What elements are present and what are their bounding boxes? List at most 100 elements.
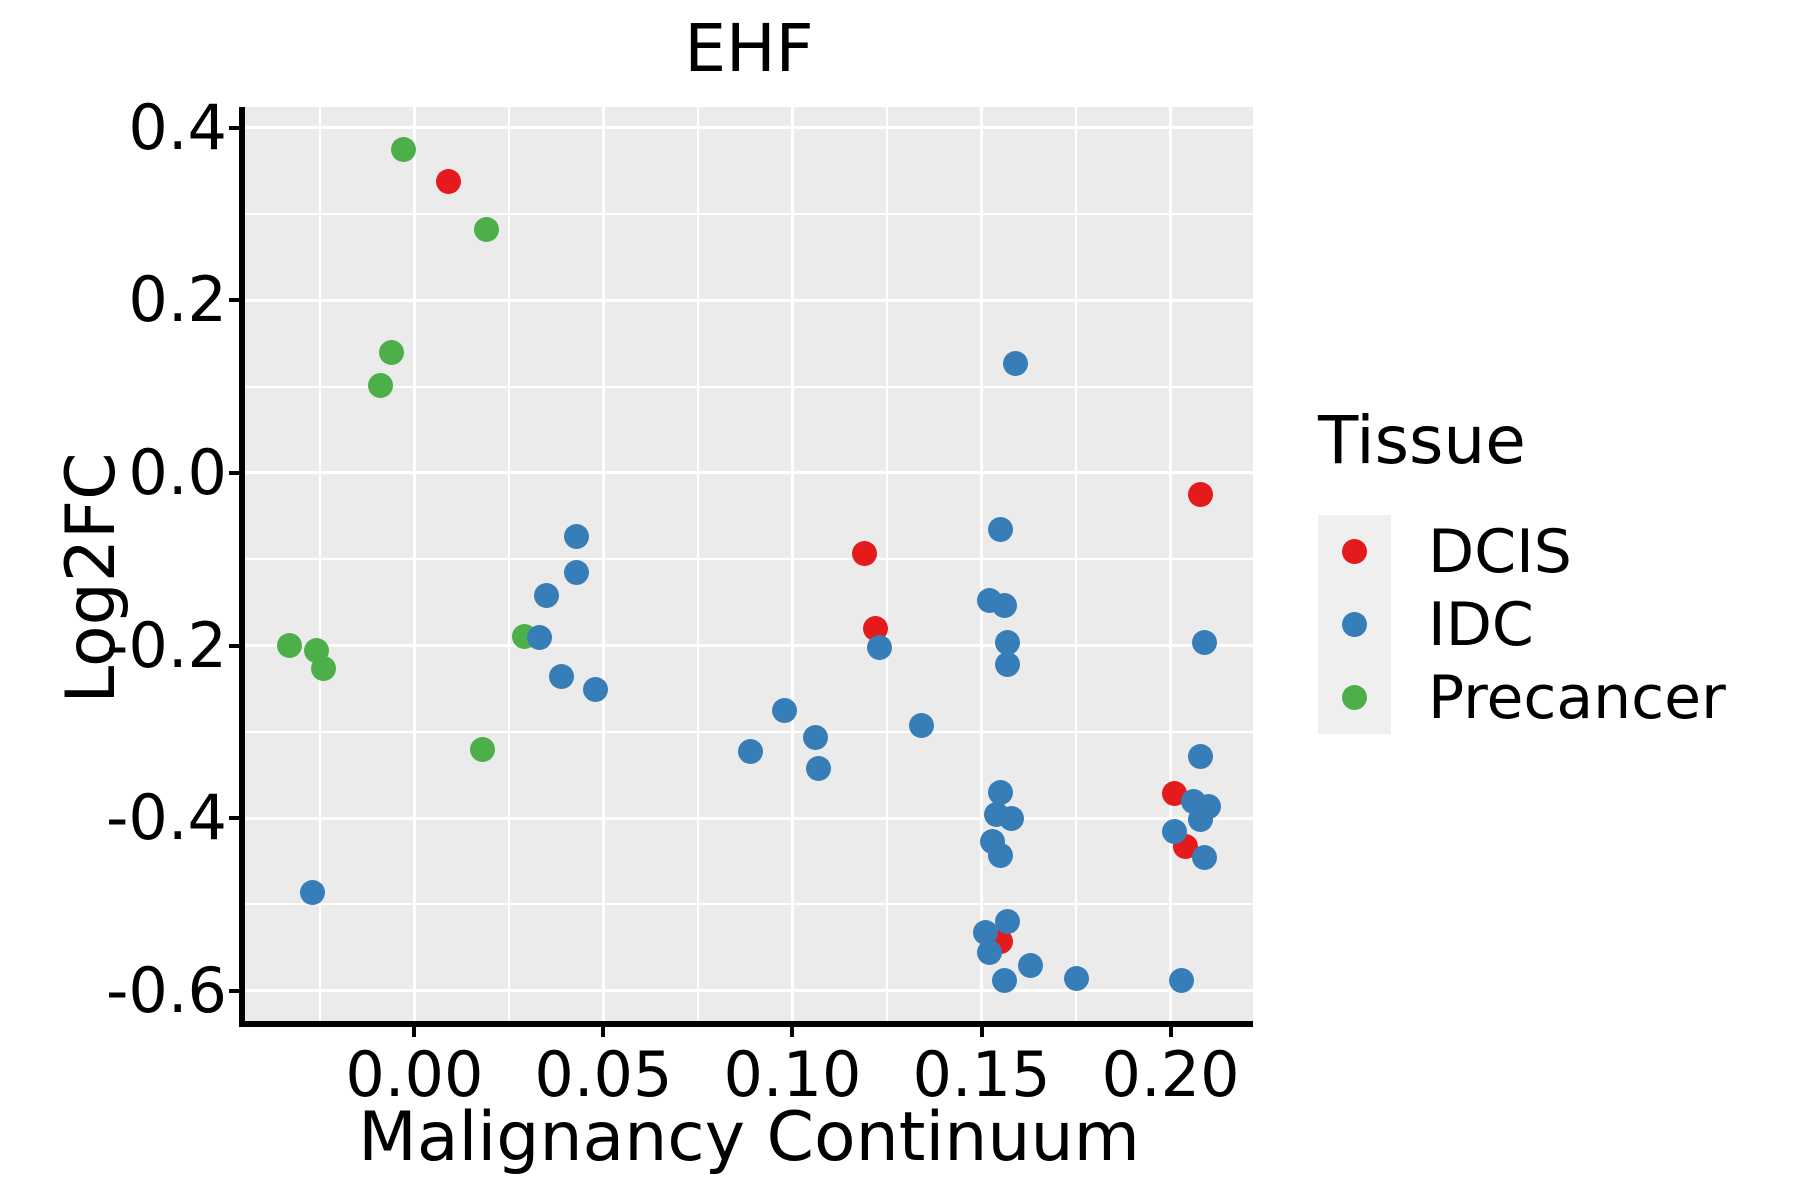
- idc-point-icon: [1342, 612, 1367, 637]
- data-point-idc: [1192, 630, 1218, 656]
- data-point-dcis: [1188, 482, 1214, 508]
- y-axis-line: [239, 107, 245, 1027]
- data-point-precancer: [379, 340, 405, 366]
- y-tick-label: 0.4: [128, 90, 227, 164]
- data-point-idc: [1018, 953, 1044, 979]
- y-major-gridline: [245, 298, 1253, 302]
- data-point-idc: [866, 634, 892, 660]
- data-point-idc: [1169, 967, 1195, 993]
- x-major-gridline: [790, 107, 794, 1021]
- y-tick-mark: [229, 643, 239, 648]
- x-minor-gridline: [1075, 107, 1078, 1021]
- panel: [245, 107, 1253, 1021]
- data-point-idc: [987, 516, 1013, 542]
- data-point-dcis: [851, 540, 877, 566]
- y-minor-gridline: [245, 213, 1253, 216]
- x-minor-gridline: [507, 107, 510, 1021]
- x-axis-line: [239, 1021, 1253, 1027]
- data-point-idc: [999, 805, 1025, 831]
- y-major-gridline: [245, 471, 1253, 475]
- y-tick-mark: [229, 298, 239, 303]
- legend: Tissue DCIS IDC Precancer: [1318, 402, 1726, 734]
- data-point-idc: [987, 842, 1013, 868]
- y-major-gridline: [245, 644, 1253, 648]
- y-tick-label: -0.6: [106, 953, 227, 1027]
- x-major-gridline: [1169, 107, 1173, 1021]
- data-point-precancer: [390, 136, 416, 162]
- x-tick-label: 0.20: [1101, 1038, 1240, 1111]
- data-point-dcis: [435, 168, 461, 194]
- data-point-idc: [1003, 350, 1029, 376]
- data-point-idc: [995, 909, 1021, 935]
- legend-entry-idc: IDC: [1318, 588, 1726, 661]
- data-point-idc: [976, 940, 1002, 966]
- data-point-idc: [1188, 744, 1214, 770]
- y-major-gridline: [245, 126, 1253, 130]
- data-point-precancer: [469, 736, 495, 762]
- data-point-precancer: [367, 373, 393, 399]
- legend-entry-precancer: Precancer: [1318, 661, 1726, 734]
- data-point-idc: [908, 713, 934, 739]
- data-point-idc: [549, 664, 575, 690]
- x-tick-label: 0.00: [345, 1038, 484, 1111]
- legend-entry-dcis: DCIS: [1318, 515, 1726, 588]
- x-tick-label: 0.15: [912, 1038, 1051, 1111]
- y-tick-label: -0.4: [106, 781, 227, 855]
- data-point-precancer: [277, 633, 303, 659]
- data-point-idc: [738, 739, 764, 765]
- x-tick-mark: [790, 1027, 795, 1037]
- data-point-idc: [1161, 819, 1187, 845]
- x-minor-gridline: [886, 107, 888, 1021]
- data-point-idc: [987, 779, 1013, 805]
- data-point-idc: [299, 879, 325, 905]
- y-tick-label: 0.2: [128, 263, 227, 337]
- x-tick-label: 0.10: [723, 1038, 862, 1111]
- data-point-idc: [991, 593, 1017, 619]
- dcis-point-icon: [1342, 539, 1367, 564]
- data-point-precancer: [311, 655, 337, 681]
- legend-label-idc: IDC: [1428, 589, 1534, 660]
- x-major-gridline: [412, 107, 416, 1021]
- y-tick-mark: [229, 470, 239, 475]
- y-tick-label: -0.2: [106, 608, 227, 682]
- data-point-idc: [1192, 845, 1218, 871]
- y-tick-mark: [229, 816, 239, 821]
- y-tick-mark: [229, 988, 239, 993]
- data-point-idc: [991, 967, 1017, 993]
- x-minor-gridline: [696, 107, 699, 1021]
- x-tick-mark: [1168, 1027, 1173, 1037]
- precancer-point-icon: [1342, 685, 1367, 710]
- data-point-idc: [526, 625, 552, 651]
- y-minor-gridline: [245, 730, 1253, 733]
- data-point-idc: [1063, 966, 1089, 992]
- y-axis-title: Log2FC: [52, 452, 131, 704]
- x-major-gridline: [980, 107, 984, 1021]
- y-major-gridline: [245, 816, 1253, 820]
- x-tick-mark: [601, 1027, 606, 1037]
- legend-label-dcis: DCIS: [1428, 516, 1572, 587]
- data-point-idc: [802, 725, 828, 751]
- legend-title: Tissue: [1318, 402, 1526, 479]
- data-point-idc: [772, 697, 798, 723]
- data-point-idc: [995, 652, 1021, 678]
- x-tick-label: 0.05: [534, 1038, 673, 1111]
- x-tick-mark: [412, 1027, 417, 1037]
- x-minor-gridline: [318, 107, 321, 1021]
- data-point-idc: [583, 677, 609, 703]
- data-point-idc: [806, 756, 832, 782]
- y-tick-label: 0.0: [128, 435, 227, 509]
- legend-label-precancer: Precancer: [1428, 662, 1726, 733]
- y-major-gridline: [245, 989, 1253, 993]
- x-tick-mark: [979, 1027, 984, 1037]
- y-minor-gridline: [245, 558, 1253, 561]
- y-minor-gridline: [245, 385, 1253, 388]
- data-point-idc: [564, 559, 590, 585]
- data-point-idc: [534, 583, 560, 608]
- y-tick-mark: [229, 125, 239, 130]
- x-major-gridline: [601, 107, 605, 1021]
- data-point-precancer: [473, 217, 499, 243]
- data-point-idc: [564, 524, 590, 550]
- legend-key: [1318, 515, 1391, 588]
- legend-key: [1318, 588, 1391, 661]
